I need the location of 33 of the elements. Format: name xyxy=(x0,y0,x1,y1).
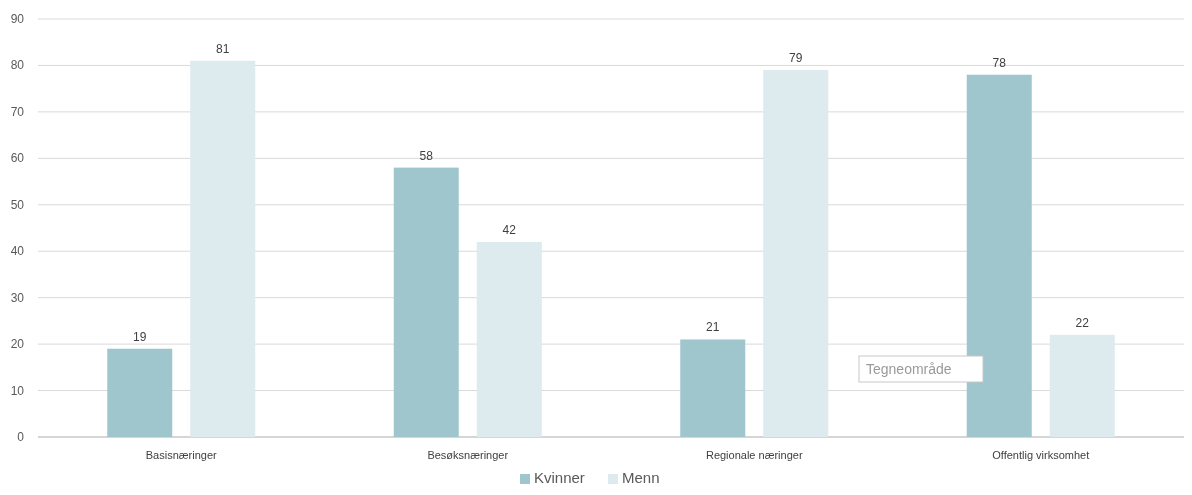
y-tick-label: 20 xyxy=(10,337,25,352)
y-tick-label: 90 xyxy=(10,12,25,26)
bar xyxy=(393,167,459,437)
y-tick-label: 60 xyxy=(10,151,25,166)
data-label: 78 xyxy=(992,55,1007,70)
data-label: 22 xyxy=(1075,315,1090,330)
bar xyxy=(1049,334,1115,437)
data-label: 19 xyxy=(133,329,147,344)
bar xyxy=(966,74,1032,437)
data-label: 81 xyxy=(216,41,230,56)
data-label: 42 xyxy=(502,222,517,237)
y-tick-label: 30 xyxy=(10,290,25,305)
annotation: Tegneområde xyxy=(866,361,952,377)
bar xyxy=(190,60,256,437)
legend-label: Kvinner xyxy=(534,469,585,486)
data-label: 79 xyxy=(789,51,803,66)
y-tick-label: 70 xyxy=(10,104,25,119)
y-tick-label: 0 xyxy=(17,430,25,444)
x-tick-label: Offentlig virksomhet xyxy=(992,449,1090,461)
y-tick-label: 50 xyxy=(10,197,25,212)
bar xyxy=(763,70,829,437)
y-tick-label: 40 xyxy=(10,244,25,259)
y-tick-label: 10 xyxy=(10,383,25,398)
x-tick-label: Basisnæringer xyxy=(145,449,218,461)
bar xyxy=(107,348,173,437)
x-tick-label: Regionale næringer xyxy=(705,449,803,461)
bar xyxy=(680,339,746,437)
bar xyxy=(476,241,542,437)
data-label: 21 xyxy=(706,320,720,335)
y-tick-label: 80 xyxy=(10,58,25,73)
legend-label: Menn xyxy=(622,469,660,486)
data-label: 58 xyxy=(419,148,434,163)
x-tick-label: Besøksnæringer xyxy=(427,449,509,461)
